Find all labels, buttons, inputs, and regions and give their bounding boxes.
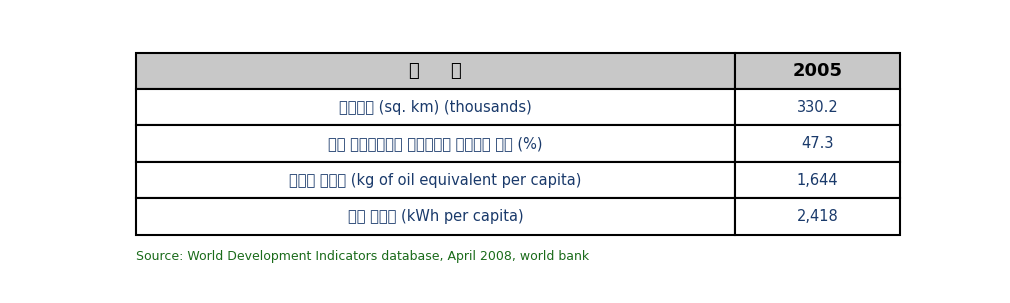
Bar [735,162,900,198]
Text: 산림면적 (sq. km) (thousands): 산림면적 (sq. km) (thousands) [339,100,532,115]
Text: 전체 국토면적에서 농업용지가 차지하는 비중 (%): 전체 국토면적에서 농업용지가 차지하는 비중 (%) [328,136,542,151]
Text: 330.2: 330.2 [797,100,838,115]
Text: Source: World Development Indicators database, April 2008, world bank: Source: World Development Indicators dat… [135,250,589,263]
Text: 에너지 사용량 (kg of oil equivalent per capita): 에너지 사용량 (kg of oil equivalent per capita… [289,173,582,188]
Bar [135,89,735,125]
Text: 2005: 2005 [793,62,842,80]
Bar [735,198,900,235]
Bar [735,125,900,162]
Bar [135,198,735,235]
Bar [135,162,735,198]
Bar [135,53,735,89]
Text: 구     분: 구 분 [409,62,462,80]
Text: 1,644: 1,644 [797,173,838,188]
Bar [735,89,900,125]
Bar [135,125,735,162]
Text: 47.3: 47.3 [801,136,833,151]
Text: 2,418: 2,418 [797,209,838,224]
Text: 전력 소비량 (kWh per capita): 전력 소비량 (kWh per capita) [347,209,523,224]
Bar [735,53,900,89]
